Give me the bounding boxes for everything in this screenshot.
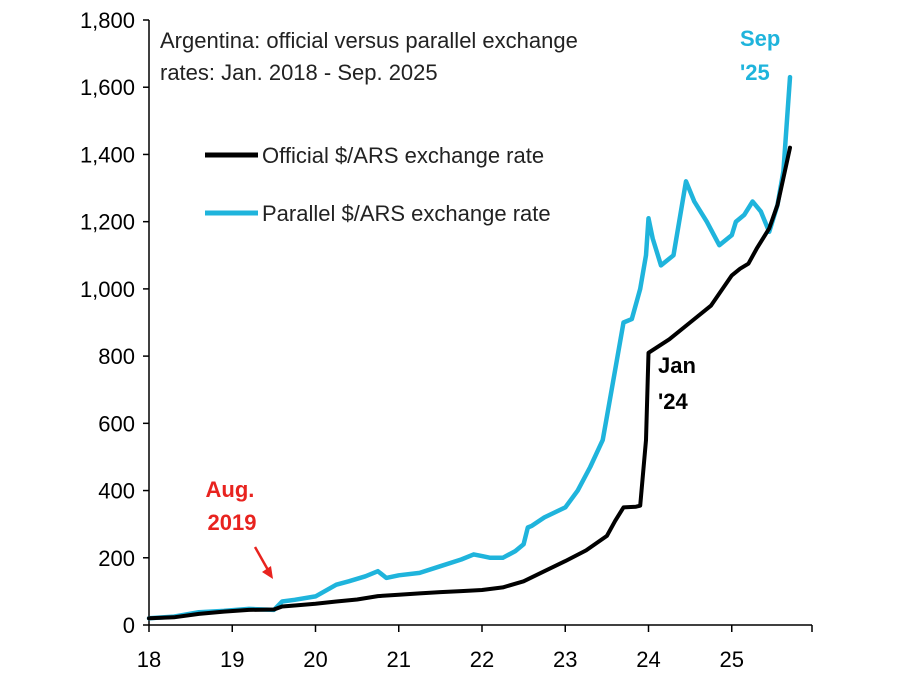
y-tick-label: 800 [98, 344, 135, 369]
y-tick-label: 1,000 [80, 277, 135, 302]
annotation-aug-2019-arrow-shaft [253, 546, 270, 571]
y-tick-label: 1,200 [80, 210, 135, 235]
legend: Official $/ARS exchange rate Parallel $/… [205, 143, 551, 226]
y-tick-label: 1,800 [80, 8, 135, 33]
x-tick-label: 20 [303, 647, 327, 672]
x-tick-label: 25 [720, 647, 744, 672]
y-tick-label: 200 [98, 546, 135, 571]
annotation-aug-2019-line-1: Aug. [206, 477, 255, 502]
annotation-sep-25-line-1: Sep [740, 26, 780, 51]
chart-title-line-2: rates: Jan. 2018 - Sep. 2025 [160, 60, 438, 85]
y-tick-label: 1,400 [80, 142, 135, 167]
x-tick-label: 18 [137, 647, 161, 672]
chart-title-line-1: Argentina: official versus parallel exch… [160, 28, 578, 53]
x-tick-label: 22 [470, 647, 494, 672]
annotation-aug-2019-arrowhead [262, 566, 273, 579]
x-axis-ticks: 18 19 20 21 22 23 24 25 [137, 625, 813, 672]
series-line-parallel [146, 74, 793, 621]
x-tick-label: 24 [636, 647, 660, 672]
x-tick-label: 19 [220, 647, 244, 672]
y-tick-label: 400 [98, 479, 135, 504]
y-tick-label: 0 [123, 613, 135, 638]
annotation-jan-24-line-2: '24 [658, 389, 688, 414]
annotation-jan-24: Jan '24 [658, 353, 696, 414]
legend-label-official: Official $/ARS exchange rate [262, 143, 544, 168]
x-tick-label: 21 [387, 647, 411, 672]
x-tick-label: 23 [553, 647, 577, 672]
annotation-aug-2019-line-2: 2019 [208, 510, 257, 535]
y-axis-ticks: 0 200 400 600 800 1,000 1,200 1,400 1,600 1,800 [80, 8, 149, 638]
series-line-official [147, 145, 792, 621]
y-tick-label: 600 [98, 411, 135, 436]
annotation-sep-25: Sep '25 [740, 26, 780, 85]
annotation-aug-2019: Aug. 2019 [206, 477, 273, 579]
annotation-sep-25-line-2: '25 [740, 60, 770, 85]
legend-label-parallel: Parallel $/ARS exchange rate [262, 201, 551, 226]
y-tick-label: 1,600 [80, 75, 135, 100]
series-group [146, 74, 793, 621]
annotation-jan-24-line-1: Jan [658, 353, 696, 378]
